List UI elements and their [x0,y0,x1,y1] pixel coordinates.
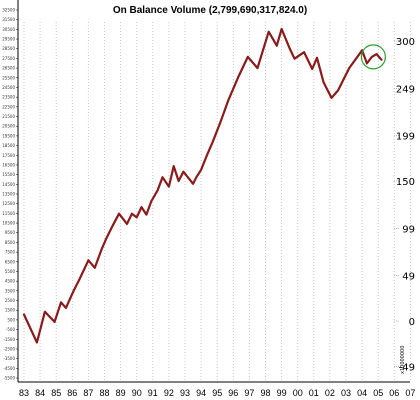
left-tick-label: 15500 [2,172,15,177]
vertical-gridlines [23,22,411,382]
left-tick-label: 21500 [2,114,15,119]
left-tick-label: 8500 [5,240,16,245]
x-tick-label: 99 [277,388,287,398]
left-tick-label: 16500 [2,162,15,167]
left-tick-label: 25500 [2,75,15,80]
annotations [360,44,386,70]
highlight-circle [360,44,386,70]
x-tick-label: 83 [19,388,29,398]
x-tick-label: 84 [35,388,45,398]
x-tick-label: 86 [67,388,77,398]
x-tick-label: 89 [116,388,126,398]
left-tick-label: 14500 [2,182,15,187]
right-tick-label: 150 [396,177,415,188]
x-tick-label: 96 [228,388,238,398]
left-tick-label: 13500 [2,192,15,197]
x-tick-label: 95 [212,388,222,398]
left-tick-label: 1500 [5,308,16,313]
right-tick-label: 99 [402,225,415,236]
left-tick-label: 7500 [5,250,16,255]
left-tick-label: 4500 [5,279,16,284]
left-tick-label: -3500 [3,356,15,361]
left-tick-label: 26500 [2,66,15,71]
x-tick-label: 05 [373,388,383,398]
series-line [22,27,383,344]
left-tick-label: 27500 [2,56,15,61]
x-tick-label: 92 [164,388,174,398]
left-tick-label: -1500 [3,337,15,342]
right-axis-unit: x10000000 [400,346,406,374]
left-tick-label: 24500 [2,85,15,90]
x-tick-label: 97 [244,388,254,398]
x-tick-label: 06 [389,388,399,398]
left-tick-label: 5500 [5,269,16,274]
left-tick-label: 9500 [5,230,16,235]
left-tick-label: -500 [6,327,16,332]
left-tick-label: 11500 [2,211,15,216]
x-tick-label: 94 [196,388,206,398]
right-tick-label: 300 [396,37,415,48]
x-tick-label: 98 [260,388,270,398]
left-tick-label: 28500 [2,46,15,51]
x-axis-ticks: 83 84 85 86 87 88 89 90 91 92 93 94 95 96 97 98 99 00 01 02… [19,388,415,398]
right-axis-ticks: 300 249 199 150 99 49 0 -49 [394,37,415,374]
x-tick-label: 87 [83,388,93,398]
left-tick-label: 12500 [2,201,15,206]
left-tick-label: -5500 [3,376,15,381]
x-tick-label: 91 [148,388,158,398]
chart-title: On Balance Volume (2,799,690,317,824.0) [113,5,307,16]
x-tick-label: 04 [357,388,367,398]
x-tick-label: 02 [325,388,335,398]
left-tick-label: 10500 [2,221,15,226]
left-tick-label: 19500 [2,133,15,138]
x-tick-label: 03 [341,388,351,398]
x-tick-label: 88 [99,388,109,398]
left-tick-label: 20500 [2,124,15,129]
right-tick-label: 249 [396,85,415,96]
left-tick-label: 31500 [2,17,15,22]
left-tick-label: -2500 [3,346,15,351]
right-tick-label: 49 [402,271,415,282]
left-tick-label: 32500 [2,8,15,13]
left-tick-label: -4500 [3,366,15,371]
left-tick-label: 6500 [5,259,16,264]
left-tick-label: 2500 [5,298,16,303]
left-tick-label: 22500 [2,104,15,109]
x-tick-label: 07 [405,388,415,398]
right-tick-label: 0 [409,317,415,328]
x-tick-label: 01 [309,388,319,398]
x-tick-label: 85 [51,388,61,398]
x-tick-label: 93 [180,388,190,398]
left-tick-label: 500 [7,317,15,322]
left-tick-label: 30500 [2,27,15,32]
left-axis-ticks: 32500 31500 30500 29500 28500 27500 26500 25500… [2,8,18,381]
right-tick-label: -49 [399,363,415,374]
obv-series [22,27,383,344]
x-tick-label: 00 [293,388,303,398]
left-tick-label: 18500 [2,143,15,148]
left-tick-label: 17500 [2,153,15,158]
left-tick-label: 23500 [2,95,15,100]
right-tick-label: 199 [396,131,415,142]
left-tick-label: 3500 [5,288,16,293]
x-tick-label: 90 [132,388,142,398]
left-tick-label: 29500 [2,37,15,42]
